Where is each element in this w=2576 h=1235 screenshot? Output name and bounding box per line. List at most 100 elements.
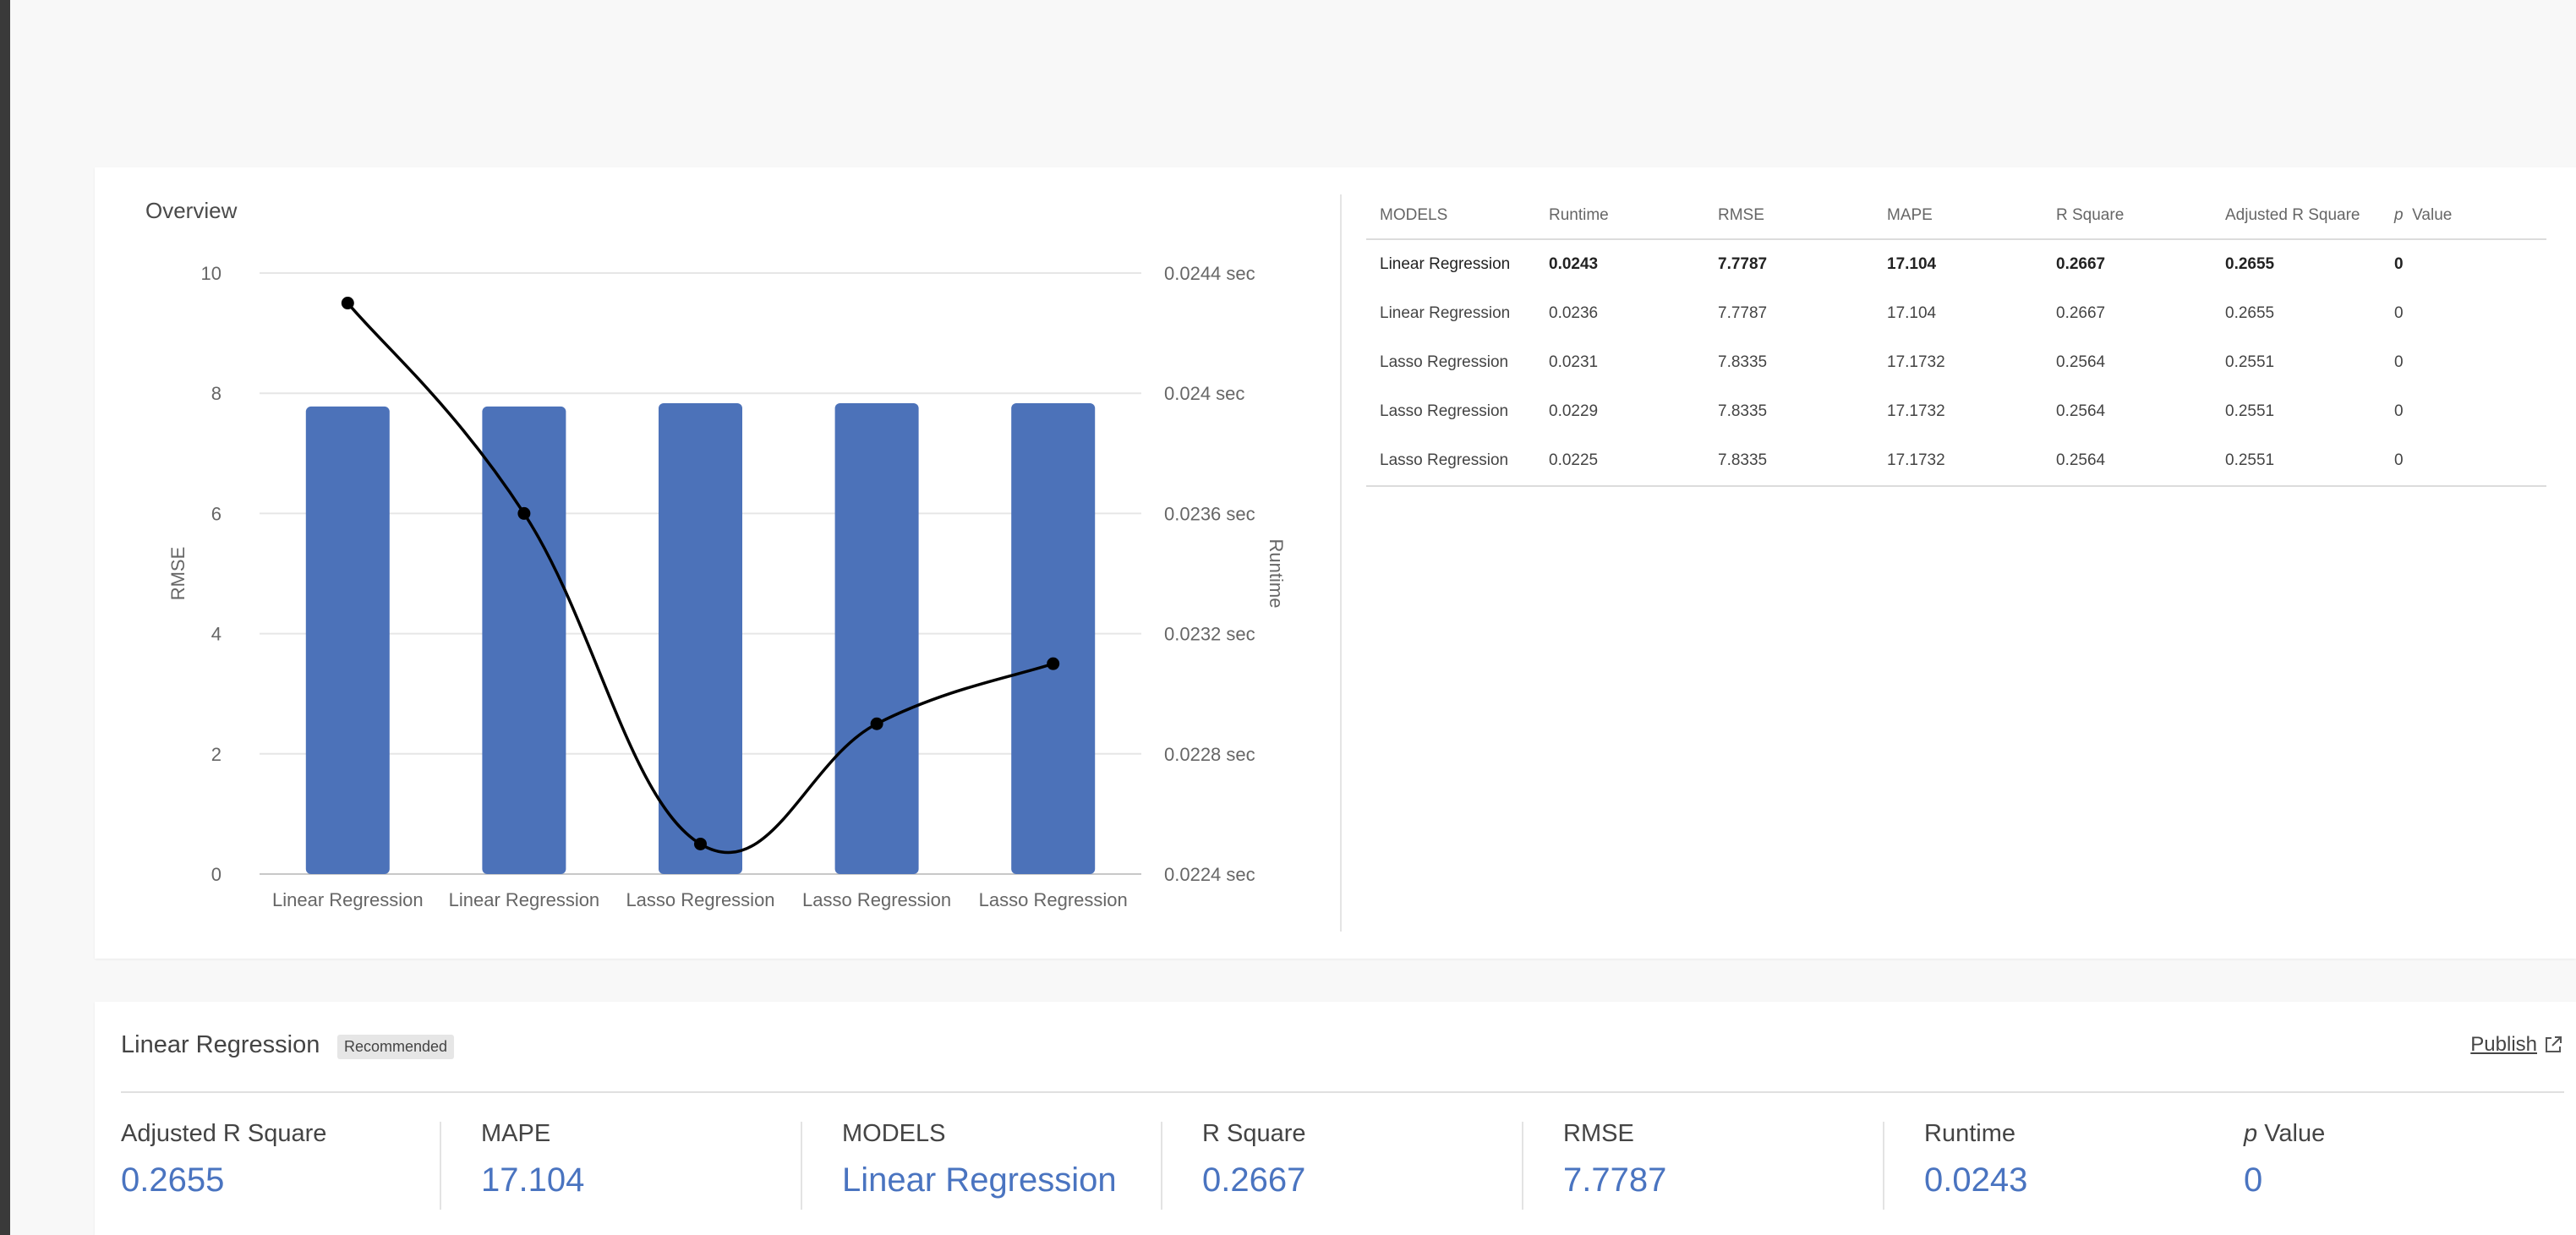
metric-adjusted-r-square: Adjusted R Square 0.2655 — [121, 1120, 459, 1199]
col-header-r-square[interactable]: R Square — [2043, 193, 2212, 240]
metric-runtime: Runtime 0.0243 — [1924, 1120, 2262, 1199]
cell-rmse: 7.7787 — [1718, 304, 1768, 322]
panel-divider — [1340, 194, 1342, 932]
y-tick-label: 4 — [211, 624, 222, 645]
col-header-adjusted-r-square[interactable]: Adjusted R Square — [2212, 193, 2381, 240]
metric-divider — [440, 1122, 441, 1210]
cell-mape: 17.1732 — [1887, 402, 1945, 420]
window-edge — [0, 0, 10, 1235]
publish-link[interactable]: Publish — [2470, 1033, 2562, 1057]
metric-p-value: p Value 0 — [2244, 1120, 2576, 1199]
x-tick-label: Lasso Regression — [626, 889, 774, 910]
table-header-row: MODELS Runtime RMSE MAPE R Square Adjust… — [1366, 193, 2546, 240]
overview-title: Overview — [145, 198, 238, 223]
cell-runtime: 0.0243 — [1549, 255, 1599, 273]
y2-tick-label: 0.0244 sec — [1164, 263, 1255, 284]
cell-mape: 17.1732 — [1873, 436, 2043, 487]
cell-r-square: 0.2564 — [2056, 353, 2106, 371]
metric-r-square: R Square 0.2667 — [1202, 1120, 1540, 1199]
cell-model: Lasso Regression — [1380, 353, 1509, 371]
y2-tick-label: 0.0228 sec — [1164, 744, 1255, 765]
bar — [305, 406, 390, 874]
col-header-runtime[interactable]: Runtime — [1535, 193, 1704, 240]
table-row[interactable]: Linear Regression 0.0243 7.7787 17.104 0.266… — [1366, 239, 2546, 289]
table-row[interactable]: Lasso Regression 0.0229 7.8335 17.1732 0.256… — [1366, 387, 2546, 436]
y2-tick-label: 0.0232 sec — [1164, 624, 1255, 645]
cell-model: Lasso Regression — [1380, 402, 1509, 420]
metric-value: 0.2655 — [121, 1161, 225, 1199]
publish-label: Publish — [2470, 1033, 2537, 1056]
cell-model: Linear Regression — [1380, 255, 1511, 273]
cell-adjusted-r-square: 0.2655 — [2225, 304, 2275, 322]
cell-mape: 17.1732 — [1887, 353, 1945, 371]
cell-model: Linear Regression — [1380, 304, 1511, 322]
metric-rmse: RMSE 7.7787 — [1563, 1120, 1901, 1199]
metric-value: Linear Regression — [842, 1161, 1117, 1199]
cell-rmse: 7.7787 — [1718, 255, 1768, 273]
model-detail-card: Linear Regression Recommended Publish Ad… — [95, 1002, 2576, 1235]
y-axis-title: RMSE — [167, 547, 189, 601]
y2-tick-label: 0.024 sec — [1164, 383, 1244, 404]
y2-axis-title: Runtime — [1266, 539, 1287, 609]
p-symbol: p — [2394, 206, 2404, 224]
bar — [834, 403, 919, 874]
detail-title: Linear Regression — [121, 1031, 320, 1058]
cell-rmse: 7.8335 — [1718, 402, 1768, 420]
cell-runtime: 0.0236 — [1549, 304, 1599, 322]
y-tick-label: 6 — [211, 503, 222, 524]
x-tick-label: Lasso Regression — [979, 889, 1128, 910]
cell-p-value: 0 — [2394, 353, 2404, 371]
y2-tick-label: 0.0224 sec — [1164, 864, 1255, 885]
cell-p-value: 0 — [2394, 255, 2404, 273]
cell-p-value: 0 — [2381, 436, 2546, 487]
y-tick-label: 10 — [201, 263, 222, 284]
metric-divider — [801, 1122, 802, 1210]
metric-value: 0 — [2244, 1161, 2263, 1199]
cell-rmse: 7.8335 — [1704, 436, 1873, 487]
cell-runtime: 0.0231 — [1549, 353, 1599, 371]
y-tick-label: 0 — [211, 864, 222, 885]
p-symbol: p — [2244, 1120, 2258, 1147]
col-header-rmse[interactable]: RMSE — [1704, 193, 1873, 240]
value-word: Value — [2412, 206, 2453, 224]
table-row[interactable]: Lasso Regression 0.0225 7.8335 17.1732 0.256… — [1366, 436, 2546, 487]
cell-model: Lasso Regression — [1366, 436, 1535, 487]
overview-chart: 0 2 4 6 8 10 0.0224 sec 0.0228 sec 0.0232 sec 0.0… — [167, 263, 1287, 910]
metric-mape: MAPE 17.104 — [481, 1120, 819, 1199]
cell-r-square: 0.2667 — [2056, 304, 2106, 322]
runtime-point — [341, 297, 354, 310]
x-tick-label: Linear Regression — [272, 889, 424, 910]
metric-label: Adjusted R Square — [121, 1120, 327, 1147]
cell-mape: 17.104 — [1887, 255, 1937, 273]
metric-label: R Square — [1202, 1120, 1306, 1147]
recommended-badge: Recommended — [337, 1035, 455, 1059]
x-tick-label: Linear Regression — [449, 889, 600, 910]
metric-label: Runtime — [1924, 1120, 2015, 1147]
cell-rmse: 7.8335 — [1718, 353, 1768, 371]
y-tick-label: 2 — [211, 744, 222, 765]
cell-runtime: 0.0229 — [1549, 402, 1599, 420]
cell-p-value: 0 — [2394, 402, 2404, 420]
bar — [482, 406, 566, 874]
runtime-point — [870, 717, 883, 730]
metric-divider — [1522, 1122, 1523, 1210]
cell-p-value: 0 — [2394, 304, 2404, 322]
cell-runtime: 0.0225 — [1535, 436, 1704, 487]
col-header-models[interactable]: MODELS — [1366, 193, 1535, 240]
metric-label: p Value — [2244, 1120, 2576, 1148]
col-header-p-value[interactable]: p Value — [2381, 193, 2546, 240]
runtime-point — [694, 837, 707, 850]
overview-card: Overview 0 2 4 6 8 10 0.0224 sec 0.0228 sec 0.02… — [95, 167, 2576, 959]
cell-mape: 17.104 — [1887, 304, 1937, 322]
metric-label: MAPE — [481, 1120, 551, 1147]
cell-adjusted-r-square: 0.2551 — [2212, 436, 2381, 487]
table-row[interactable]: Lasso Regression 0.0231 7.8335 17.1732 0.256… — [1366, 338, 2546, 387]
y2-tick-label: 0.0236 sec — [1164, 503, 1255, 524]
cell-adjusted-r-square: 0.2551 — [2225, 353, 2275, 371]
table-row[interactable]: Linear Regression 0.0236 7.7787 17.104 0.266… — [1366, 289, 2546, 338]
cell-adjusted-r-square: 0.2551 — [2225, 402, 2275, 420]
col-header-mape[interactable]: MAPE — [1873, 193, 2043, 240]
metric-divider — [1161, 1122, 1162, 1210]
runtime-point — [517, 506, 531, 520]
metric-divider — [1883, 1122, 1884, 1210]
